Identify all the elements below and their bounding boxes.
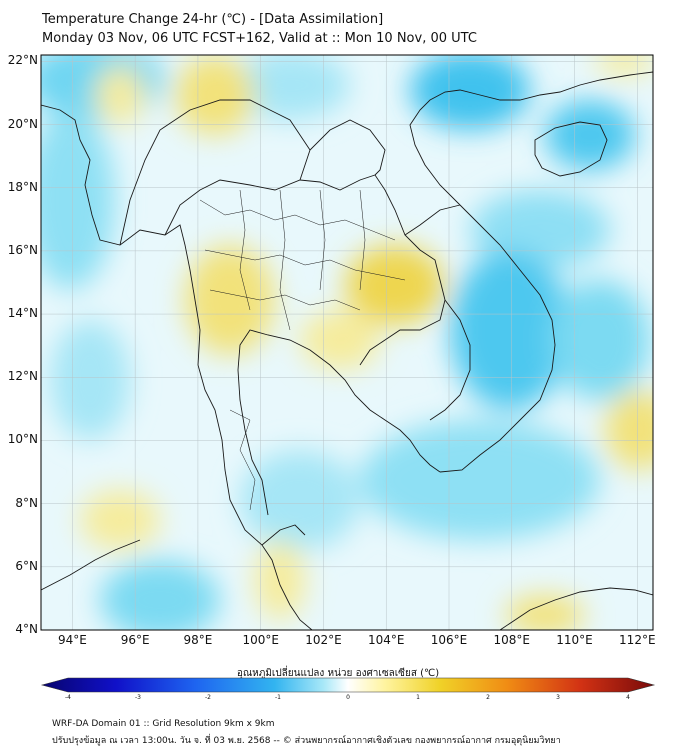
lat-label: 6°N xyxy=(15,558,38,573)
borneo-coast xyxy=(499,587,653,630)
lat-label: 22°N xyxy=(7,53,38,68)
colorbar-tick-label: -1 xyxy=(275,694,281,701)
colorbar-tick-label: 1 xyxy=(416,694,420,701)
lat-label: 16°N xyxy=(7,242,38,257)
chart-subtitle: Monday 03 Nov, 06 UTC FCST+162, Valid at… xyxy=(42,31,477,46)
malaysia-border xyxy=(261,524,306,546)
lon-label: 110°E xyxy=(556,633,593,647)
colorbar-tick-label: 4 xyxy=(626,694,630,701)
lon-label: 94°E xyxy=(57,633,87,647)
colorbar-tick-label: 3 xyxy=(556,694,560,701)
lat-label: 14°N xyxy=(7,306,38,321)
graticule xyxy=(41,55,653,630)
lat-label: 4°N xyxy=(15,622,38,636)
lon-label: 106°E xyxy=(430,633,468,647)
lon-label: 104°E xyxy=(367,633,405,647)
provinces-3 xyxy=(209,289,361,311)
chart-title: Temperature Change 24-hr (℃) - [Data Ass… xyxy=(42,12,384,27)
laos-border xyxy=(299,119,461,236)
provinces-2 xyxy=(204,249,406,281)
coastlines-and-borders xyxy=(41,71,653,630)
mainland-coastline xyxy=(41,104,313,630)
colorbar-tick-label: 2 xyxy=(486,694,490,701)
provinces-1 xyxy=(199,199,396,241)
lon-label: 108°E xyxy=(493,633,531,647)
lon-label: 96°E xyxy=(120,633,150,647)
colorbar-tick-label: 0 xyxy=(346,694,350,701)
provinces-4 xyxy=(239,189,366,331)
lon-label: 98°E xyxy=(183,633,213,647)
colorbar-tick-label: -2 xyxy=(205,694,211,701)
temperature-change-map xyxy=(40,54,654,631)
lat-label: 18°N xyxy=(7,179,38,194)
colorbar xyxy=(40,677,656,693)
lon-label: 102°E xyxy=(305,633,342,647)
lat-label: 20°N xyxy=(7,116,38,131)
colorbar-bar xyxy=(40,677,656,693)
footer-credits: ปรับปรุงข้อมูล ณ เวลา 13:00น. วัน จ. ที่… xyxy=(52,736,561,746)
provinces-5 xyxy=(229,409,256,511)
colorbar-tick-label: -4 xyxy=(65,694,71,701)
thailand-border xyxy=(164,174,446,366)
map-frame xyxy=(40,54,654,631)
cambodia-border xyxy=(429,299,471,421)
lon-label: 112°E xyxy=(619,633,656,647)
sumatra-coast xyxy=(41,539,141,591)
footer-model-info: WRF-DA Domain 01 :: Grid Resolution 9km … xyxy=(52,719,275,729)
gulf-of-thailand-coast xyxy=(237,329,441,516)
lat-label: 10°N xyxy=(7,432,38,447)
colorbar-tick-label: -3 xyxy=(135,694,141,701)
lat-label: 12°N xyxy=(7,369,38,384)
lat-label: 8°N xyxy=(15,495,38,510)
colorbar-label: อุณหภูมิเปลี่ยนแปลง หน่วย องศาเซลเซียส (… xyxy=(236,668,440,679)
hainan-island xyxy=(534,121,608,177)
myanmar-border xyxy=(119,99,311,246)
temperature-field xyxy=(41,55,653,630)
vietnam-coast xyxy=(409,71,653,473)
lon-label: 100°E xyxy=(242,633,279,647)
